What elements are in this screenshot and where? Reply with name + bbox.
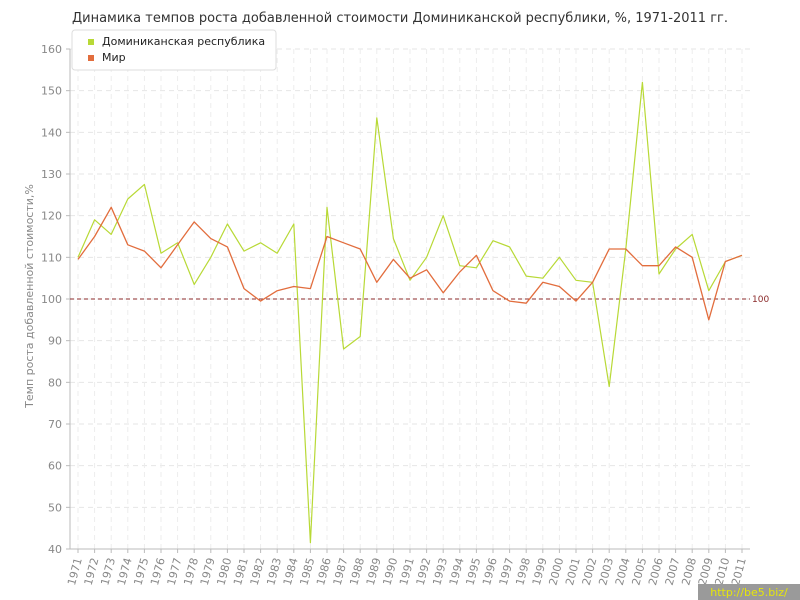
y-tick-label: 140: [41, 126, 62, 139]
reference-line-label: 100: [752, 295, 769, 305]
y-tick-label: 60: [48, 460, 62, 473]
x-axis-ticks: 1971197219731974197519761977197819791980…: [65, 549, 749, 587]
watermark-background: [698, 584, 800, 600]
y-tick-label: 100: [41, 293, 62, 306]
y-axis-ticks: 40 50 60 70 80 90 100 110 120 130 140 150 160: [41, 43, 70, 556]
chart-title: Динамика темпов роста добавленной стоимо…: [72, 11, 728, 26]
y-tick-label: 80: [48, 376, 62, 389]
x-tick-label: 2011: [729, 556, 749, 586]
y-tick-label: 150: [41, 85, 62, 98]
y-tick-label: 90: [48, 335, 62, 348]
y-tick-label: 110: [41, 251, 62, 264]
y-tick-label: 40: [48, 543, 62, 556]
y-tick-label: 50: [48, 501, 62, 514]
y-tick-label: 130: [41, 168, 62, 181]
grid-lines: [70, 48, 750, 550]
series-line-1: [77, 81, 743, 544]
legend-box: [71, 29, 277, 71]
legend-label-2: Мир: [102, 51, 126, 64]
watermark: http://be5.biz/: [698, 584, 800, 600]
y-tick-label: 70: [48, 418, 62, 431]
y-axis-label: Темп роста добавленной стоимости,%: [23, 184, 36, 409]
y-tick-label: 160: [41, 43, 62, 56]
watermark-text: http://be5.biz/: [710, 586, 788, 599]
legend-swatch-1: [88, 39, 94, 45]
legend-label-1: Доминиканская республика: [102, 35, 265, 48]
reference-line-group: 100: [70, 295, 769, 305]
legend: Доминиканская республика Мир: [71, 29, 277, 71]
series-group: [77, 81, 743, 544]
y-tick-label: 120: [41, 210, 62, 223]
series-line-2: [77, 206, 743, 321]
legend-swatch-2: [88, 55, 94, 61]
